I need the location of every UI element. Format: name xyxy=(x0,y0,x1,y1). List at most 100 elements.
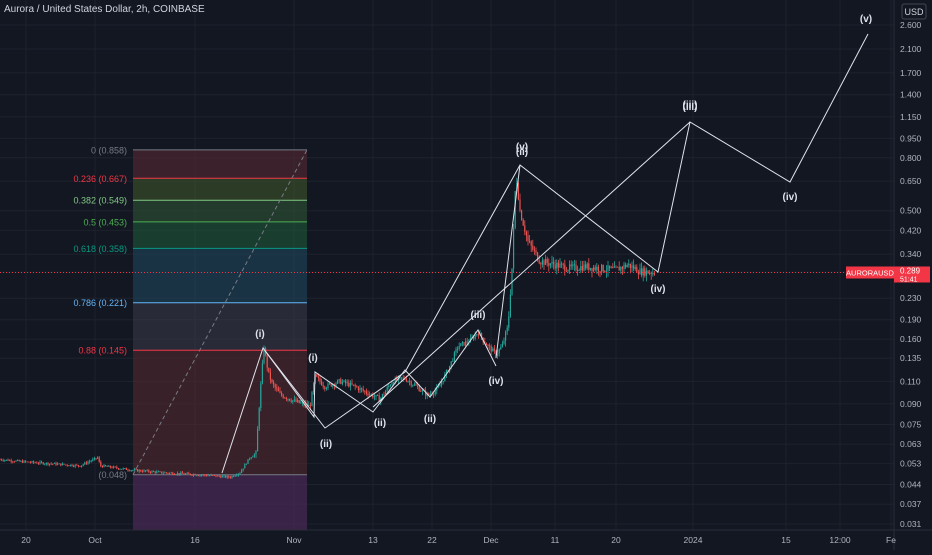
candle-body xyxy=(89,461,91,463)
candle-body xyxy=(623,264,625,269)
wave-label: (v) xyxy=(516,142,528,153)
candle-body xyxy=(186,472,188,474)
candle-body xyxy=(556,262,558,269)
candle-body xyxy=(276,387,278,389)
candle-body xyxy=(365,391,367,394)
candle-body xyxy=(615,266,617,268)
candle-body xyxy=(84,462,86,465)
candle-body xyxy=(9,460,11,462)
candle-body xyxy=(605,270,607,272)
candle-body xyxy=(375,394,377,397)
candle-body xyxy=(428,393,430,396)
candle-body xyxy=(349,382,351,387)
candle-body xyxy=(212,474,214,476)
candle-body xyxy=(607,265,609,271)
time-tick-label: 20 xyxy=(21,535,31,545)
price-tick-label: 0.950 xyxy=(900,133,922,143)
candle-body xyxy=(12,461,14,463)
candle-body xyxy=(1,459,3,461)
candle-body xyxy=(149,471,151,473)
price-tick-label: 0.190 xyxy=(900,315,922,325)
candle-body xyxy=(383,394,385,395)
candle-body xyxy=(351,382,353,385)
wave-impulse-line xyxy=(495,164,521,359)
candle-body xyxy=(121,468,123,470)
current-price-value: 0.289 xyxy=(900,266,921,275)
candle-body xyxy=(145,470,147,472)
candle-body xyxy=(636,267,638,273)
candle-body xyxy=(4,460,6,461)
candle-body xyxy=(194,474,196,476)
candle-body xyxy=(466,341,468,343)
candle-body xyxy=(359,388,361,391)
time-tick-label: Nov xyxy=(286,535,302,545)
candle-body xyxy=(287,398,289,400)
candle-body xyxy=(42,462,44,465)
candle-body xyxy=(609,265,611,268)
price-tick-label: 2.100 xyxy=(900,44,922,54)
candle-body xyxy=(137,469,139,472)
time-tick-label: 11 xyxy=(551,535,560,545)
time-tick-label: Oct xyxy=(88,535,102,545)
candle-body xyxy=(538,260,540,264)
candle-body xyxy=(596,266,598,270)
currency-label: USD xyxy=(904,7,924,17)
candle-body xyxy=(39,461,41,464)
candle-body xyxy=(68,465,70,467)
price-tick-label: 0.420 xyxy=(900,225,922,235)
candle-body xyxy=(562,263,564,265)
fib-level-label: 0.618 (0.358) xyxy=(73,244,127,254)
candle-body xyxy=(386,387,388,391)
candle-body xyxy=(289,398,291,401)
candle-body xyxy=(589,267,591,270)
candle-body xyxy=(573,264,575,266)
candle-body xyxy=(617,266,619,268)
candle-body xyxy=(98,457,100,462)
candle-body xyxy=(31,461,33,463)
candle-body xyxy=(177,473,179,475)
candle-body xyxy=(58,463,60,465)
candle-body xyxy=(161,471,163,474)
candle-body xyxy=(185,473,187,475)
candle-body xyxy=(191,474,193,476)
candle-body xyxy=(199,474,201,476)
time-tick-label: Fe xyxy=(886,535,896,545)
candle-body xyxy=(389,385,391,386)
candle-body xyxy=(170,472,172,474)
candle-body xyxy=(210,474,212,476)
candle-body xyxy=(476,334,478,336)
candle-body xyxy=(133,469,135,471)
candle-body xyxy=(338,379,340,381)
candle-body xyxy=(93,457,95,460)
candle-body xyxy=(497,353,499,356)
candle-body xyxy=(284,397,286,399)
candle-body xyxy=(295,399,297,402)
fib-level-label: 0.786 (0.221) xyxy=(73,298,127,308)
candle-body xyxy=(388,385,390,388)
candle-body xyxy=(436,387,438,391)
elliott-wave-labels: (i) (i) (ii) (ii) (ii) (ii) (iii) (iv) (v) (iii) (… xyxy=(255,14,872,450)
candle-body xyxy=(28,461,30,463)
candle-body xyxy=(218,475,220,477)
wave-label: (iv) xyxy=(489,376,504,387)
candle-body xyxy=(13,461,15,463)
candle-body xyxy=(501,343,503,348)
candle-body xyxy=(335,383,337,386)
candle-body xyxy=(122,468,124,470)
candle-body xyxy=(613,266,615,268)
candle-body xyxy=(450,361,452,366)
candle-body xyxy=(444,374,446,381)
candle-body xyxy=(34,462,36,464)
candle-body xyxy=(172,472,174,475)
candle-body xyxy=(417,385,419,387)
candle-body xyxy=(332,384,334,387)
candle-body xyxy=(290,400,292,402)
candle-body xyxy=(220,476,222,478)
candle-body xyxy=(81,465,83,467)
candle-body xyxy=(410,381,412,386)
candle-body xyxy=(455,348,457,353)
candle-body xyxy=(313,383,315,392)
candle-body xyxy=(402,377,404,379)
